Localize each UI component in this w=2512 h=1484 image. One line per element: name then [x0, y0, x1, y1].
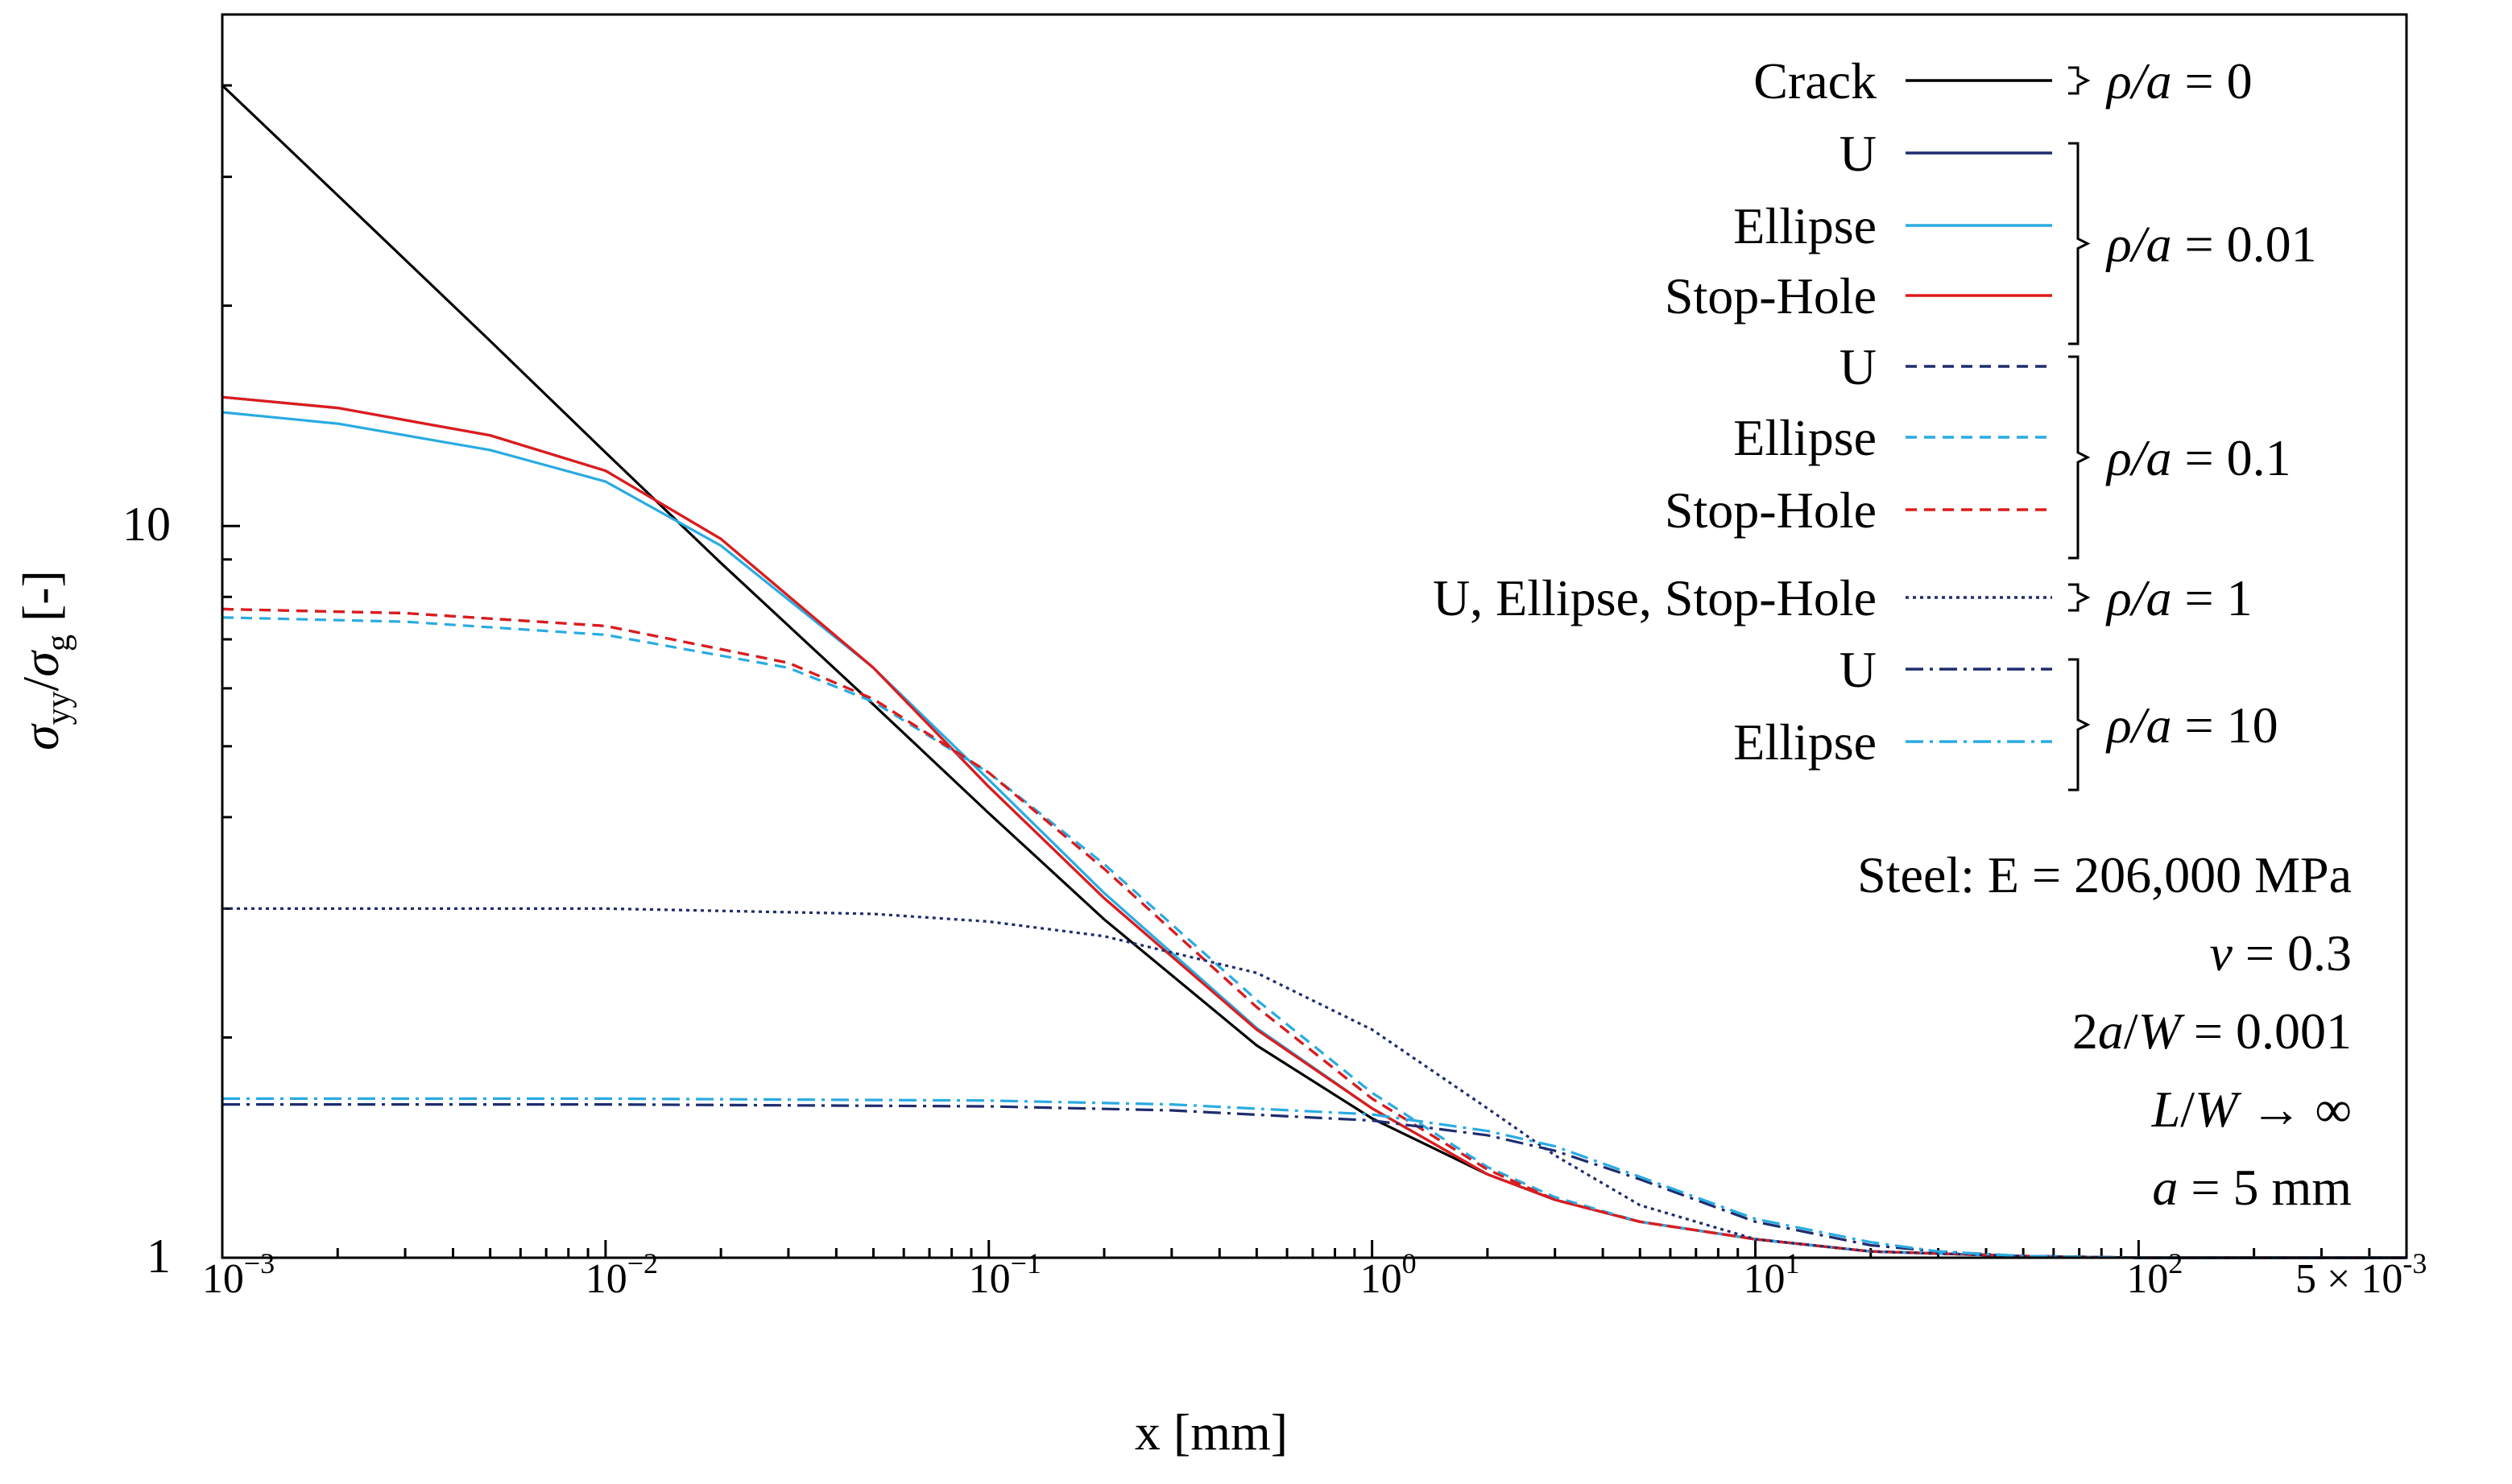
- nu-sym: ν: [2210, 924, 2233, 982]
- series-line-9: [222, 1097, 2406, 1259]
- y-label-sym1: σ: [12, 723, 69, 750]
- y-label-sub2: g: [40, 635, 77, 651]
- legend-brace: [2068, 658, 2091, 792]
- x-tick-label-base: 10: [969, 1256, 1011, 1302]
- legend-group-label: ρ/a = 10: [2105, 697, 2278, 754]
- annotation-material: Steel: E = 206,000 MPa: [1857, 846, 2352, 903]
- x-tick-label-exp: −1: [1011, 1247, 1041, 1279]
- x-tick-label-base: 10: [586, 1256, 627, 1302]
- annotation-a: a = 5 mm: [2152, 1159, 2352, 1216]
- legend-label: U: [1840, 125, 1877, 182]
- ratio-W: W: [2138, 1002, 2186, 1060]
- x-tick-label-base: 10: [2126, 1256, 2168, 1302]
- legend-group-val: = 0.01: [2172, 216, 2317, 273]
- legend-label: Stop-Hole: [1665, 267, 1877, 324]
- x-tick-labels: 10−310−210−1100101102103: [202, 1247, 2512, 1302]
- legend-group-val: = 1: [2172, 569, 2253, 626]
- x-tick-label-exp: 0: [1402, 1247, 1417, 1279]
- legend-brace: [2068, 142, 2091, 345]
- x-tick-label-base: 10: [1360, 1256, 1402, 1302]
- x-tick-label: 10−1: [969, 1247, 1041, 1302]
- x-tick-label: 10−3: [202, 1247, 275, 1302]
- x-tick-label-exp: 2: [2168, 1247, 2183, 1279]
- x-tick-label-exp: 1: [1786, 1247, 1800, 1279]
- y-label-sym2: σ: [12, 650, 69, 677]
- ratio-pre: 2: [2072, 1002, 2098, 1060]
- legend-group-label: ρ/a = 1: [2105, 569, 2253, 626]
- legend-group-val: = 10: [2172, 697, 2278, 754]
- legend-label: U: [1840, 641, 1877, 698]
- annotation-ratio: 2a/W = 0.001: [2072, 1002, 2352, 1060]
- annotation-nu: ν = 0.3: [2210, 924, 2353, 982]
- tick-marks: [221, 13, 2408, 1258]
- legend-label: U: [1840, 338, 1877, 395]
- x-tick-label-exp: −3: [244, 1247, 275, 1279]
- y-tick-label: 10: [122, 498, 171, 551]
- legend-label: Crack: [1753, 52, 1877, 110]
- ratio-a: a: [2098, 1002, 2124, 1060]
- legend-group-label: ρ/a = 0: [2105, 52, 2253, 110]
- legend-group-val: = 0: [2172, 52, 2253, 110]
- y-axis-label: σyy/σg [-]: [12, 570, 77, 750]
- series-line-6: [221, 607, 2406, 1259]
- legend-group-sym: ρ/a: [2105, 697, 2172, 754]
- x-end-label-text: 5 × 10: [2295, 1256, 2402, 1302]
- x-tick-label: 10−2: [586, 1247, 658, 1302]
- annotations: Steel: E = 206,000 MPa ν = 0.3 2a/W = 0.…: [1857, 846, 2352, 1216]
- y-tick-labels: 10 1: [122, 498, 171, 1283]
- y-label-unit: [-]: [12, 570, 69, 635]
- LW-L: L: [2151, 1081, 2181, 1138]
- x-end-label: 5 × 10-3: [2295, 1247, 2427, 1302]
- LW-val: → ∞: [2237, 1081, 2352, 1138]
- x-tick-label-base: 10: [1744, 1256, 1786, 1302]
- legend-brace: [2068, 66, 2091, 95]
- plot-frame: [221, 13, 2408, 1259]
- legend-group-val: = 0.1: [2172, 429, 2291, 486]
- x-axis-label: x [mm]: [1135, 1403, 1288, 1461]
- ratio-val: = 0.001: [2181, 1002, 2352, 1060]
- legend: Crack U Ellipse Stop-Hole U Ellipse Stop-Hole U…: [1433, 52, 2317, 792]
- legend-group-sym: ρ/a: [2105, 52, 2172, 110]
- legend-label: Stop-Hole: [1665, 482, 1877, 539]
- legend-label: U, Ellipse, Stop-Hole: [1433, 569, 1877, 626]
- x-tick-label-base: 10: [2510, 1256, 2512, 1302]
- y-label-slash: /: [12, 676, 69, 691]
- legend-group-label: ρ/a = 0.01: [2105, 216, 2317, 273]
- x-tick-label-exp: −2: [627, 1247, 658, 1279]
- y-label-sub1: yy: [40, 691, 77, 725]
- LW-W: W: [2195, 1081, 2242, 1138]
- a-val: = 5 mm: [2178, 1159, 2352, 1216]
- a-sym: a: [2152, 1159, 2178, 1216]
- legend-label: Ellipse: [1733, 197, 1877, 254]
- legend-group-sym: ρ/a: [2105, 216, 2172, 273]
- LW-slash: /: [2180, 1081, 2195, 1138]
- legend-label: Ellipse: [1733, 409, 1877, 466]
- series-lines: [221, 84, 2406, 1259]
- series-line-8: [222, 1102, 2406, 1259]
- nu-val: = 0.3: [2233, 924, 2352, 982]
- x-tick-label: 102: [2126, 1247, 2183, 1302]
- legend-group-label: ρ/a = 0.1: [2105, 429, 2291, 486]
- x-tick-label-base: 10: [202, 1256, 244, 1302]
- x-tick-label: 101: [1744, 1247, 1800, 1302]
- ratio-slash: /: [2124, 1002, 2138, 1060]
- legend-group-sym: ρ/a: [2105, 429, 2172, 486]
- legend-brace: [2068, 355, 2091, 560]
- x-end-label-exp: -3: [2402, 1247, 2427, 1279]
- y-tick-label: 1: [147, 1230, 171, 1283]
- legend-group-sym: ρ/a: [2105, 569, 2172, 626]
- legend-brace: [2068, 583, 2091, 612]
- x-tick-label: 103: [2510, 1247, 2512, 1302]
- legend-label: Ellipse: [1733, 713, 1877, 771]
- annotation-LW: L/W → ∞: [2151, 1081, 2352, 1138]
- x-tick-label: 100: [1360, 1247, 1417, 1302]
